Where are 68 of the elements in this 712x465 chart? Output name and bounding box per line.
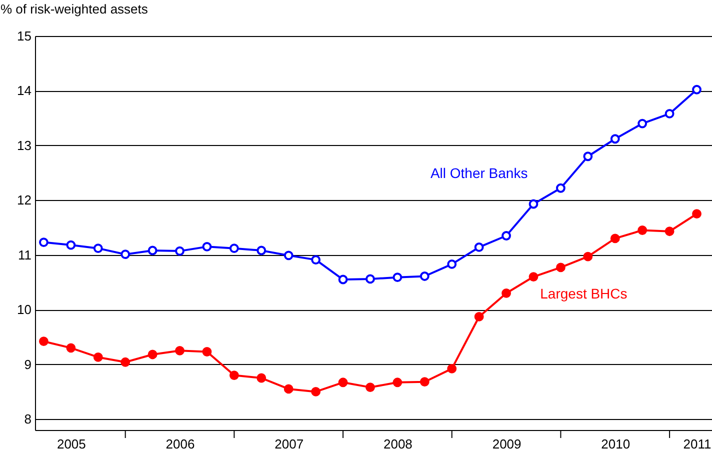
- point: [175, 346, 184, 356]
- point: [256, 373, 266, 383]
- point: [556, 183, 566, 193]
- point: [556, 262, 566, 272]
- y-tick-label: 15: [17, 28, 32, 44]
- y-tick-label: 9: [24, 356, 32, 372]
- point: [610, 134, 620, 144]
- series-label: Largest BHCs: [540, 285, 628, 302]
- point: [284, 250, 294, 260]
- point: [420, 272, 430, 281]
- point: [93, 244, 103, 254]
- x-tick-label: 2011: [683, 436, 712, 452]
- point: [474, 312, 484, 322]
- x-tick-label: 2006: [166, 436, 195, 452]
- y-tick-label: 10: [17, 302, 32, 318]
- point: [311, 386, 321, 396]
- point: [202, 347, 212, 356]
- point: [39, 336, 48, 346]
- point: [692, 84, 702, 94]
- point: [229, 370, 239, 380]
- point: [583, 252, 593, 262]
- point: [256, 246, 266, 256]
- point: [664, 226, 674, 236]
- point: [229, 244, 239, 254]
- point: [148, 246, 158, 256]
- point: [502, 288, 511, 298]
- point: [638, 226, 648, 235]
- series-label: All Other Banks: [430, 165, 528, 182]
- point: [66, 343, 76, 353]
- point: [528, 199, 538, 209]
- point: [392, 378, 402, 388]
- point: [175, 246, 184, 256]
- y-tick-label: 11: [18, 247, 32, 262]
- point: [120, 357, 130, 367]
- point: [610, 234, 620, 244]
- point: [420, 377, 430, 387]
- point: [93, 352, 103, 362]
- point: [638, 118, 648, 128]
- point: [502, 231, 511, 240]
- point: [202, 242, 212, 252]
- point: [338, 378, 348, 388]
- point: [664, 109, 674, 118]
- point: [338, 274, 348, 284]
- point: [392, 272, 402, 282]
- y-axis-title: % of risk-weighted assets: [0, 2, 148, 16]
- y-tick-label: 8: [24, 412, 32, 427]
- point: [66, 240, 76, 250]
- point: [311, 255, 321, 265]
- point: [120, 250, 130, 260]
- point: [148, 350, 158, 360]
- x-tick-label: 2009: [492, 436, 522, 452]
- point: [366, 274, 375, 284]
- y-tick-label: 13: [17, 138, 32, 153]
- x-tick-label: 2007: [274, 436, 304, 452]
- x-tick-label: 2008: [383, 436, 412, 452]
- x-tick-label: 2005: [56, 436, 86, 452]
- point: [447, 259, 457, 269]
- y-tick-label: 12: [17, 192, 32, 208]
- point: [692, 209, 702, 219]
- point: [583, 152, 593, 162]
- point: [528, 272, 538, 282]
- point: [366, 382, 375, 392]
- y-tick-label: 14: [17, 83, 32, 98]
- point: [39, 238, 48, 248]
- x-tick-label: 2010: [601, 436, 630, 452]
- point: [284, 384, 294, 394]
- point: [447, 364, 457, 374]
- point: [474, 242, 484, 252]
